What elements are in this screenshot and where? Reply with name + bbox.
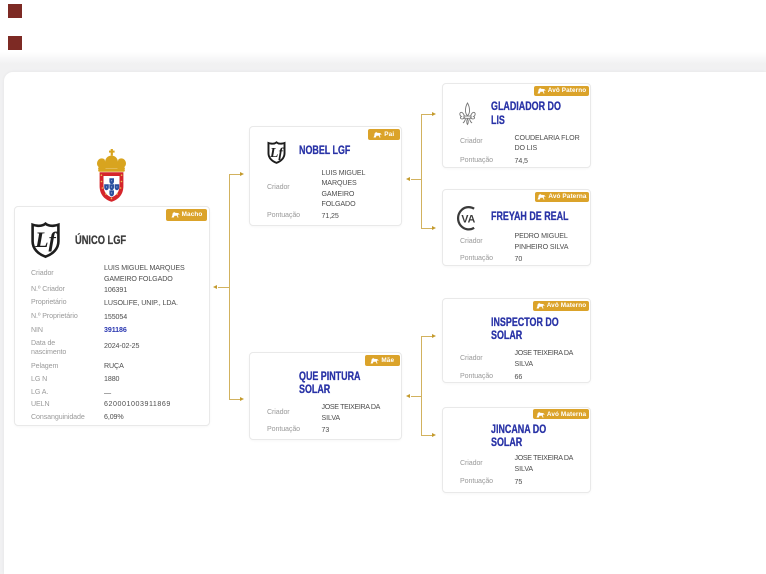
svg-text:VA: VA — [461, 213, 475, 225]
svg-text:Lf: Lf — [34, 227, 58, 252]
svg-text:Lf: Lf — [269, 144, 284, 159]
